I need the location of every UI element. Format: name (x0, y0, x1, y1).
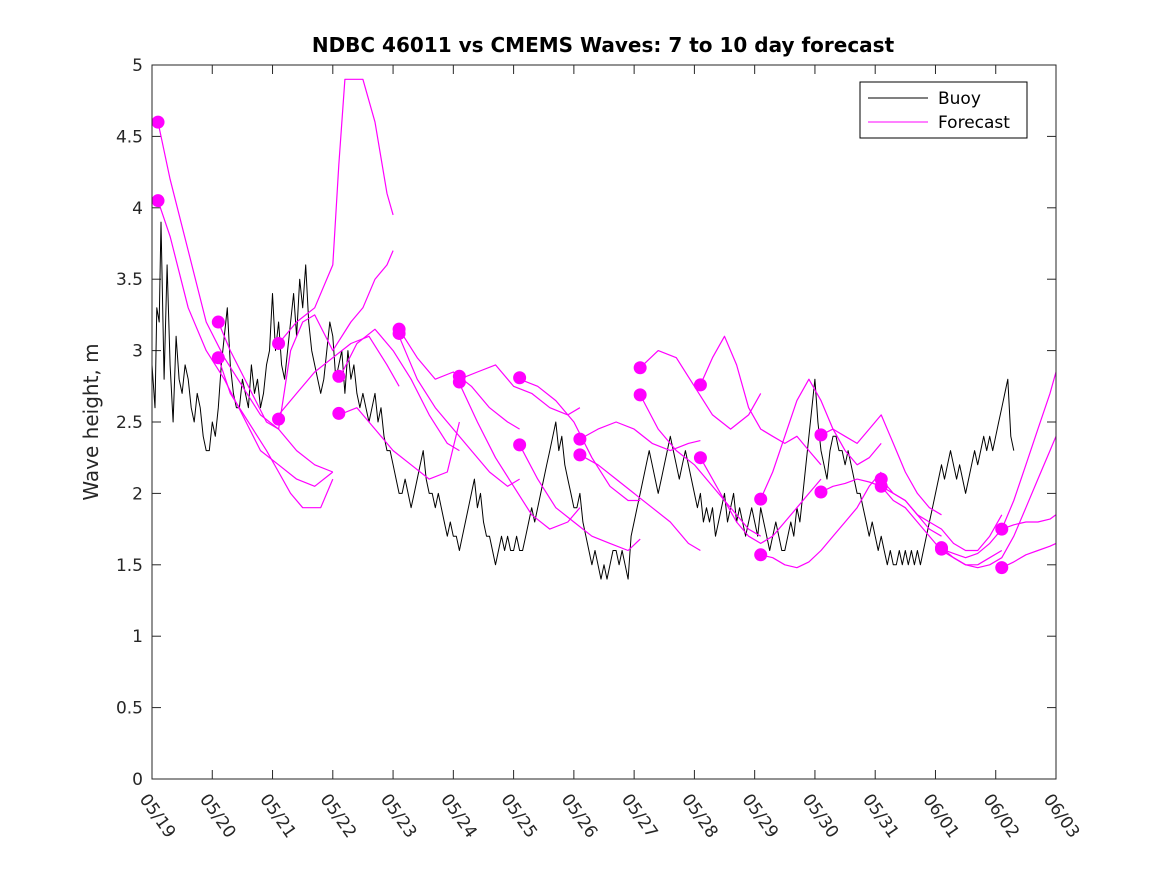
chart-title: NDBC 46011 vs CMEMS Waves: 7 to 10 day f… (312, 33, 895, 57)
forecast-line (760, 378, 882, 500)
forecast-start-markers (151, 115, 1009, 575)
forecast-start-marker (814, 428, 828, 442)
forecast-start-marker (754, 548, 768, 562)
forecast-line (639, 394, 762, 537)
forecast-line (1001, 542, 1057, 569)
forecast-start-marker (874, 479, 888, 493)
forecast-line (760, 471, 882, 569)
forecast-line (459, 364, 581, 416)
forecast-start-marker (211, 351, 225, 365)
forecast-start-marker (151, 194, 165, 208)
forecast-line (1001, 514, 1057, 530)
legend: Buoy Forecast (859, 81, 1028, 139)
y-tick-label: 1 (132, 627, 143, 647)
y-tick-label: 3.5 (116, 270, 143, 290)
forecast-line (278, 335, 400, 416)
y-tick-label: 3 (132, 342, 143, 362)
forecast-line (880, 478, 1003, 552)
legend-box (859, 81, 1028, 139)
forecast-line (579, 421, 701, 452)
y-tick-label: 2.5 (116, 413, 143, 433)
forecast-line (157, 121, 334, 473)
forecast-line (820, 414, 942, 516)
forecast-line (217, 250, 394, 430)
legend-forecast-label: Forecast (938, 113, 1010, 133)
forecast-start-marker (272, 412, 286, 426)
forecast-start-marker (995, 522, 1009, 536)
forecast-line (639, 350, 762, 430)
forecast-start-marker (934, 541, 948, 555)
forecast-line (338, 328, 460, 452)
forecast-line (699, 335, 822, 466)
forecast-line (699, 457, 822, 545)
forecast-series (157, 78, 1057, 569)
forecast-start-marker (573, 432, 587, 446)
forecast-line (217, 357, 334, 509)
forecast-line (398, 336, 520, 487)
forecast-start-marker (151, 115, 165, 129)
buoy-line (151, 221, 1015, 580)
forecast-start-marker (995, 561, 1009, 575)
forecast-line (579, 454, 701, 552)
forecast-start-marker (814, 485, 828, 499)
forecast-start-marker (272, 336, 286, 350)
y-tick-label: 4.5 (116, 127, 143, 147)
forecast-start-marker (633, 388, 647, 402)
y-tick-label: 0 (132, 770, 143, 790)
forecast-start-marker (392, 326, 406, 340)
y-axis-ticks: 0 0.5 1 1.5 2 2.5 3 3.5 4 4.5 5 (116, 56, 1056, 790)
forecast-line (278, 78, 394, 344)
forecast-start-marker (332, 369, 346, 383)
y-tick-label: 1.5 (116, 556, 143, 576)
forecast-start-marker (332, 406, 346, 420)
forecast-start-marker (754, 492, 768, 506)
forecast-start-marker (573, 448, 587, 462)
forecast-line (338, 407, 460, 480)
forecast-start-marker (693, 378, 707, 392)
forecast-start-marker (633, 361, 647, 375)
legend-buoy-label: Buoy (938, 89, 981, 109)
forecast-line (157, 200, 334, 487)
forecast-start-marker (513, 438, 527, 452)
forecast-line (458, 383, 581, 530)
y-tick-label: 2 (132, 484, 143, 504)
forecast-start-marker (211, 315, 225, 329)
y-tick-label: 5 (132, 56, 143, 76)
forecast-start-marker (513, 371, 527, 385)
forecast-line (941, 436, 1057, 569)
forecast-start-marker (452, 375, 466, 389)
plot-area-frame (151, 64, 1057, 780)
y-tick-label: 0.5 (116, 699, 143, 719)
y-axis-label: Wave height, m (79, 343, 103, 500)
y-tick-label: 4 (132, 199, 143, 219)
buoy-series (151, 221, 1015, 580)
forecast-line (519, 444, 641, 552)
forecast-start-marker (693, 451, 707, 465)
